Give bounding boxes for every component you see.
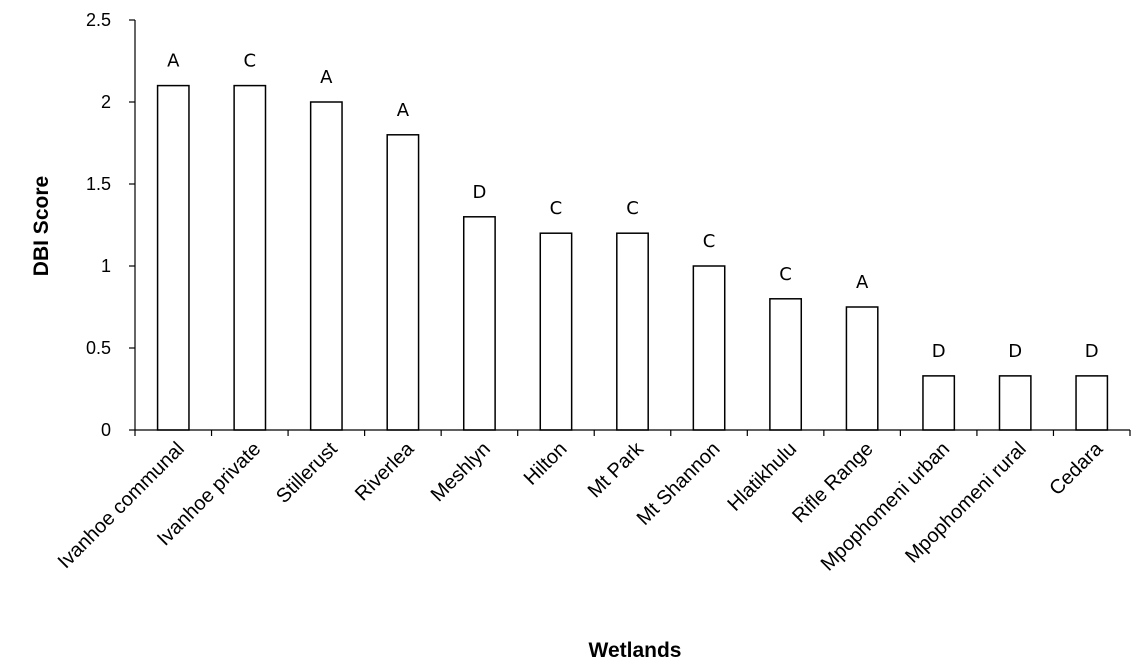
bar-data-label: D — [1085, 341, 1099, 362]
x-category-label: Hlatikhulu — [723, 438, 801, 516]
bar-data-label: C — [550, 198, 563, 219]
bar — [922, 375, 956, 431]
y-tick-label: 0.5 — [86, 338, 111, 358]
y-tick-label: 1 — [101, 256, 111, 276]
x-category-label: Riverlea — [351, 437, 419, 505]
bar — [156, 84, 190, 431]
bar-data-label: D — [932, 341, 946, 362]
bar-data-label: A — [856, 272, 869, 293]
bar — [769, 298, 803, 431]
bar — [998, 375, 1032, 431]
bar — [309, 101, 343, 431]
bars — [156, 84, 1109, 431]
data-labels: A C A A D C C C C A D D D — [167, 51, 1099, 362]
bar-data-label: D — [472, 182, 486, 203]
bar — [692, 265, 726, 431]
bar-data-label: C — [779, 264, 792, 285]
y-tick-label: 2.5 — [86, 10, 111, 30]
bar-data-label: C — [244, 51, 257, 72]
x-category-label: Stillerust — [272, 438, 342, 508]
bar — [539, 232, 573, 431]
y-axis-title: DBI Score — [30, 176, 53, 276]
x-category-label: Mt Park — [584, 437, 649, 502]
x-axis-title: Wetlands — [589, 639, 682, 662]
x-category-label: Mpophomeni urban — [817, 438, 954, 575]
bar — [386, 134, 420, 431]
x-category-label: Mt Shannon — [633, 438, 725, 530]
bar-data-label: A — [167, 51, 180, 72]
bar-data-label: A — [397, 100, 410, 121]
bar-data-label: A — [320, 67, 333, 88]
y-tick-label: 2 — [101, 92, 111, 112]
bar — [462, 216, 496, 431]
bar-data-label: D — [1008, 341, 1022, 362]
bar — [845, 306, 879, 431]
bar — [616, 232, 649, 431]
bar-data-label: C — [703, 231, 716, 252]
x-category-label: Hilton — [520, 438, 572, 490]
x-category-label: Meshlyn — [427, 438, 495, 506]
bar — [1075, 375, 1109, 431]
x-category-label: Cedara — [1045, 437, 1108, 500]
x-category-label: Ivanhoe communal — [54, 438, 189, 573]
y-tick-label: 1.5 — [86, 174, 111, 194]
bar-data-label: C — [626, 198, 639, 219]
y-tick-label: 0 — [101, 420, 111, 440]
bar — [233, 84, 267, 431]
y-axis: 0 0.5 1 1.5 2 2.5 — [86, 10, 136, 440]
